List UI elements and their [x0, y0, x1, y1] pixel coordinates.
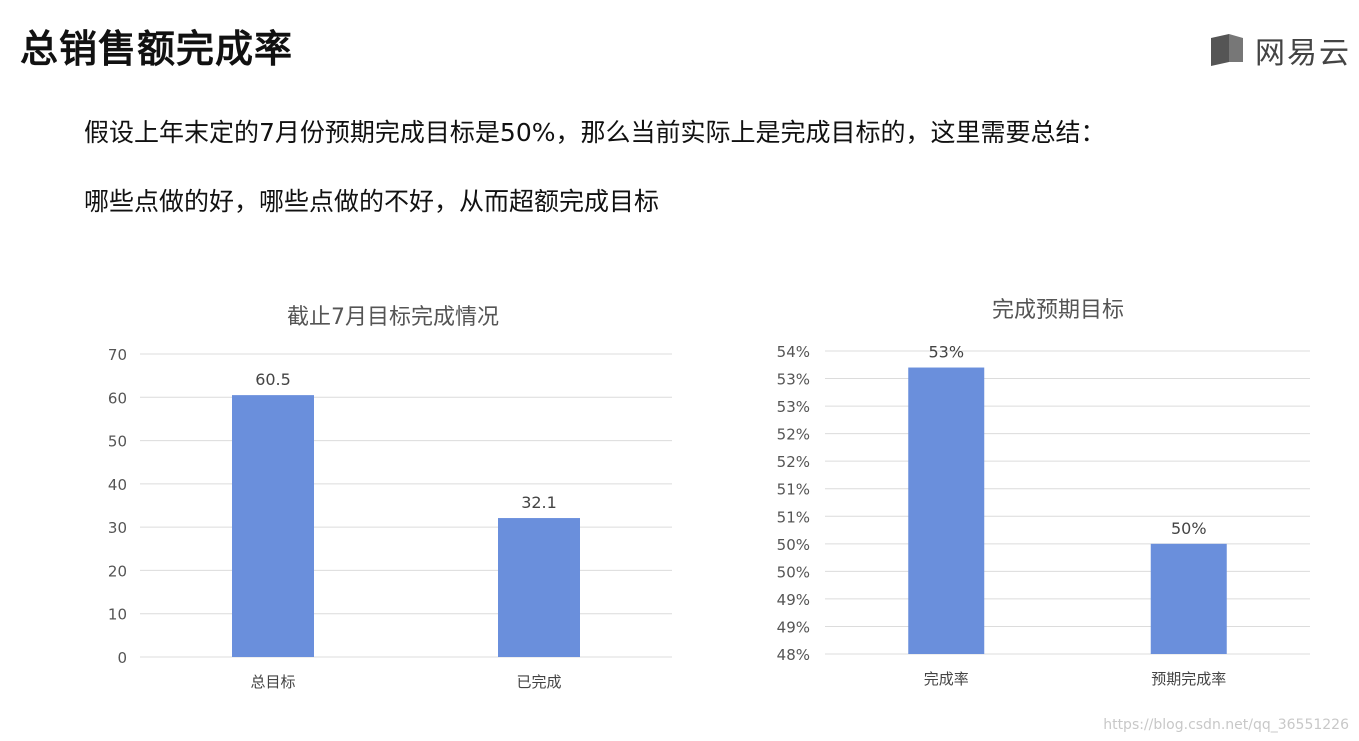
bar [498, 518, 580, 657]
data-label: 60.5 [255, 370, 291, 389]
y-tick-label: 48% [777, 646, 810, 664]
y-tick-label: 52% [777, 426, 810, 444]
description-line-1: 假设上年末定的7月份预期完成目标是50%，那么当前实际上是完成目标的，这里需要总… [84, 113, 1105, 149]
y-tick-label: 50% [777, 536, 810, 554]
y-tick-label: 53% [777, 371, 810, 389]
x-tick-label: 总目标 [250, 673, 295, 691]
page-title: 总销售额完成率 [20, 18, 293, 73]
x-tick-label: 已完成 [516, 673, 561, 691]
description-line-2: 哪些点做的好，哪些点做的不好，从而超额完成目标 [84, 182, 659, 218]
x-tick-label: 完成率 [924, 670, 969, 688]
bar [908, 368, 984, 654]
y-tick-label: 30 [108, 519, 127, 537]
y-tick-label: 20 [108, 562, 127, 580]
data-label: 32.1 [521, 493, 557, 512]
y-tick-label: 54% [777, 343, 810, 361]
y-tick-label: 52% [777, 453, 810, 471]
cloud-book-icon [1207, 32, 1247, 68]
chart-target-completion: 截止7月目标完成情况 0 10 20 30 40 50 60 70 60.5 总目标 32.1 已完成 [90, 290, 690, 704]
y-tick-label: 49% [777, 591, 810, 609]
y-tick-label: 0 [117, 649, 127, 667]
chart-expected-completion: 完成预期目标 48% 49% 49% 50% 50% 51% 51% 52% 52% 53% 53% 5… [750, 285, 1330, 709]
y-tick-label: 60 [108, 389, 127, 407]
bar [232, 395, 314, 657]
y-tick-label: 50 [108, 433, 127, 451]
watermark: https://blog.csdn.net/qq_36551226 [1103, 717, 1349, 733]
y-tick-label: 70 [108, 346, 127, 364]
y-tick-label: 53% [777, 398, 810, 416]
y-tick-label: 10 [108, 606, 127, 624]
brand-name: 网易云 [1255, 28, 1351, 72]
x-tick-label: 预期完成率 [1151, 670, 1226, 688]
data-label: 50% [1171, 519, 1207, 538]
y-tick-label: 49% [777, 618, 810, 636]
y-tick-label: 40 [108, 476, 127, 494]
bar [1151, 544, 1227, 654]
brand-logo: 网易云 [1207, 28, 1351, 72]
chart-title: 完成预期目标 [992, 298, 1124, 323]
chart-title: 截止7月目标完成情况 [287, 305, 499, 330]
y-tick-label: 50% [777, 563, 810, 581]
data-label: 53% [928, 343, 964, 362]
y-tick-label: 51% [777, 481, 810, 499]
y-tick-label: 51% [777, 508, 810, 526]
